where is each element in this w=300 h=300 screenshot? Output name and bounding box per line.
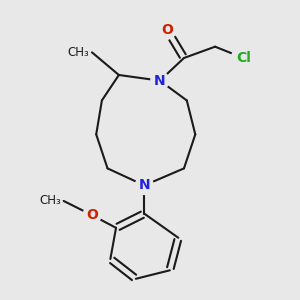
Circle shape — [135, 176, 153, 194]
Text: N: N — [139, 178, 150, 192]
Circle shape — [83, 206, 101, 224]
Circle shape — [151, 72, 169, 90]
Text: O: O — [86, 208, 98, 222]
Text: CH₃: CH₃ — [39, 194, 61, 208]
Text: CH₃: CH₃ — [68, 46, 89, 59]
Circle shape — [158, 21, 176, 39]
Circle shape — [232, 46, 255, 70]
Text: Cl: Cl — [236, 51, 251, 65]
Text: O: O — [161, 23, 173, 37]
Text: N: N — [154, 74, 166, 88]
